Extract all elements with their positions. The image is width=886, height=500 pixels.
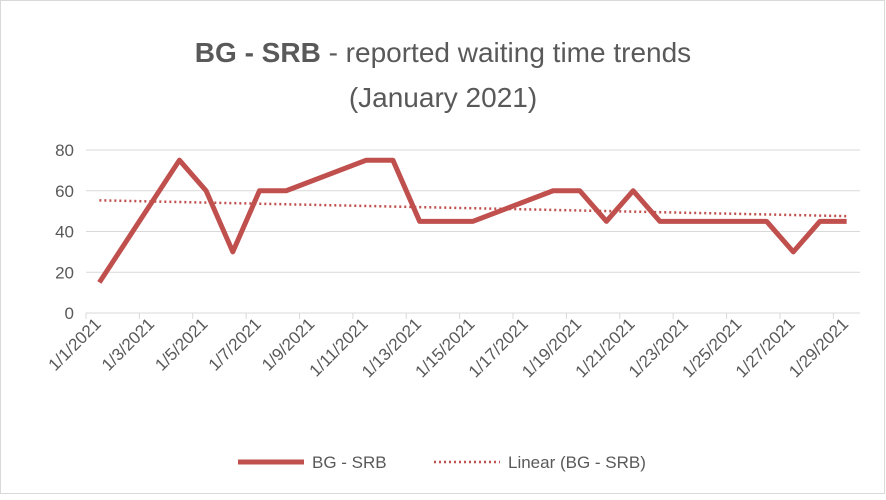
y-tick-label: 40 [55, 223, 74, 242]
chart-title: BG - SRB - reported waiting time trends [195, 37, 691, 68]
data-line [97, 157, 847, 284]
legend-label: Linear (BG - SRB) [508, 453, 646, 472]
y-tick-label: 20 [55, 263, 74, 282]
y-tick-label: 0 [65, 304, 74, 323]
y-tick-label: 80 [55, 141, 74, 160]
y-tick-label: 60 [55, 182, 74, 201]
chart-title-line2: (January 2021) [349, 82, 537, 113]
legend-label: BG - SRB [312, 453, 387, 472]
title-bold: BG - SRB [195, 37, 321, 68]
title-rest: - reported waiting time trends [321, 37, 691, 68]
